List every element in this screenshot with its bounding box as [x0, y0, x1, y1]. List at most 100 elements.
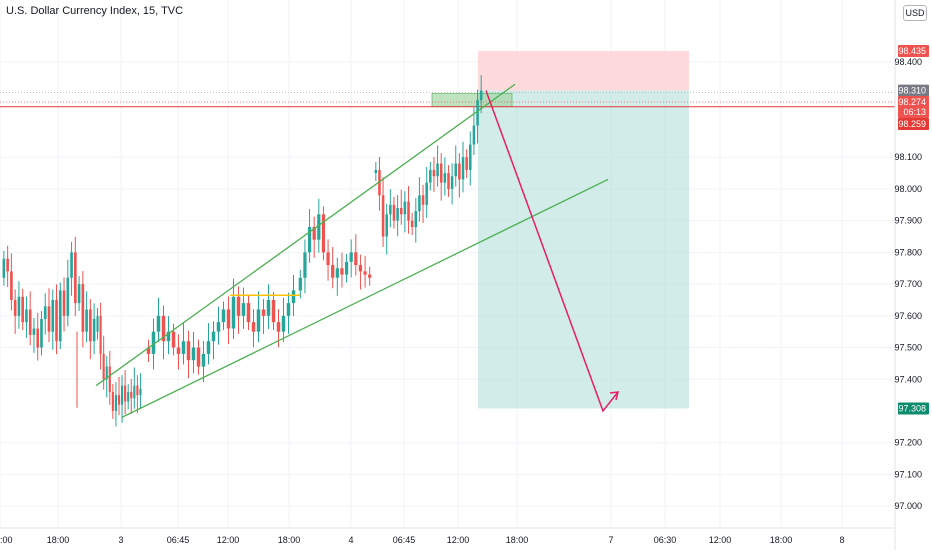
candle-body [176, 347, 181, 354]
candle-body [469, 144, 472, 170]
last-close-price-tag-bg [898, 84, 929, 97]
candle-body [256, 309, 261, 332]
candle-body [114, 395, 118, 411]
candle-body [108, 366, 111, 392]
candle-body [436, 163, 439, 177]
candle-body [414, 211, 418, 228]
candle-body [70, 252, 73, 278]
candle-body [439, 163, 443, 183]
last-close-price-tag: 98.310 [898, 86, 926, 96]
stop-price-tag-bg [898, 44, 929, 57]
candle-body [450, 176, 454, 189]
price-tick-label: 97.100 [894, 469, 922, 479]
price-tick-label: 98.400 [894, 57, 922, 67]
time-tick-label: 18:00 [278, 535, 301, 545]
candle-body [40, 318, 43, 348]
candle-body [443, 173, 447, 183]
candle-body [418, 195, 421, 212]
candle-body [96, 315, 99, 332]
candle-body [186, 341, 191, 361]
candle-body [85, 309, 88, 332]
candle-body [358, 265, 363, 272]
take-profit-zone [478, 90, 689, 409]
candle-body [130, 391, 133, 399]
candle-body [221, 309, 226, 323]
time-tick-label: 8 [839, 535, 844, 545]
price-tick-label: 97.200 [894, 438, 922, 448]
candle-body [425, 182, 428, 205]
price-tick-label: 98.100 [894, 152, 922, 162]
countdown-tag: 06:13 [903, 107, 926, 117]
candle-body [74, 252, 77, 304]
candle-body [206, 341, 211, 354]
candle-body [151, 331, 156, 354]
candle-body [399, 207, 403, 215]
candle-body [136, 385, 139, 396]
candle-body [21, 296, 24, 323]
candle-body [201, 353, 206, 367]
target-price-tag: 97.308 [898, 403, 926, 413]
candle-body [303, 252, 307, 278]
time-tick-label: 06:45 [393, 535, 416, 545]
candle-body [124, 385, 127, 402]
candle-body [55, 299, 58, 342]
price-tick-label: 97.500 [894, 343, 922, 353]
time-tick-label: 7 [608, 535, 613, 545]
candle-body [403, 201, 407, 215]
candle-body [171, 331, 176, 348]
target-price-tag-bg [898, 402, 929, 415]
candle-body [421, 195, 425, 205]
candle-body [335, 268, 339, 278]
candle-body [261, 309, 266, 316]
entry-price-tag: 98.259 [898, 119, 926, 129]
currency-button[interactable]: USD [903, 5, 927, 21]
time-tick-label: 06:30 [654, 535, 677, 545]
price-tick-label: 97.700 [894, 279, 922, 289]
arrow-head [609, 391, 619, 401]
candle-body [432, 169, 436, 177]
time-tick-label: 18:00 [770, 535, 793, 545]
time-tick-label: 12:00 [217, 535, 240, 545]
candle-body [479, 90, 483, 101]
candle-body [410, 220, 414, 228]
candle-body [111, 391, 114, 411]
candle-body [312, 227, 316, 240]
time-tick-label: 12:00 [447, 535, 470, 545]
time-tick-label: 06:45 [167, 535, 190, 545]
price-tick-label: 97.400 [894, 374, 922, 384]
candle-body [447, 173, 450, 189]
candle-body [458, 163, 461, 180]
candle-body [17, 296, 21, 316]
candle-body [368, 274, 372, 278]
trendline [95, 83, 516, 387]
candle-body [374, 169, 378, 174]
price-tick-label: 98.000 [894, 184, 922, 194]
current-price-tag: 98.274 [898, 97, 926, 107]
candle-body [62, 290, 66, 316]
candle-body [117, 395, 121, 405]
candle-body [13, 299, 17, 316]
candle-body [10, 271, 13, 300]
candle-body [298, 277, 302, 291]
candle-body [191, 347, 196, 361]
price-tick-label: 97.800 [894, 247, 922, 257]
candle-body [266, 299, 271, 316]
candle-body [407, 201, 410, 221]
candle-body [307, 227, 312, 253]
candle-body [461, 157, 465, 180]
candle-body [349, 252, 353, 262]
candle-body [226, 309, 231, 329]
time-tick-label: 18:00 [506, 535, 529, 545]
time-tick-label: 3 [118, 535, 123, 545]
candle-body [454, 163, 458, 177]
candle-body [102, 353, 105, 380]
price-axis [895, 0, 932, 550]
entry-price-tag-bg [898, 118, 929, 131]
price-tick-label: 97.900 [894, 216, 922, 226]
candle-body [354, 252, 358, 266]
candle-body [161, 315, 166, 342]
projection-arrow [485, 90, 619, 413]
candle-body [381, 195, 385, 237]
